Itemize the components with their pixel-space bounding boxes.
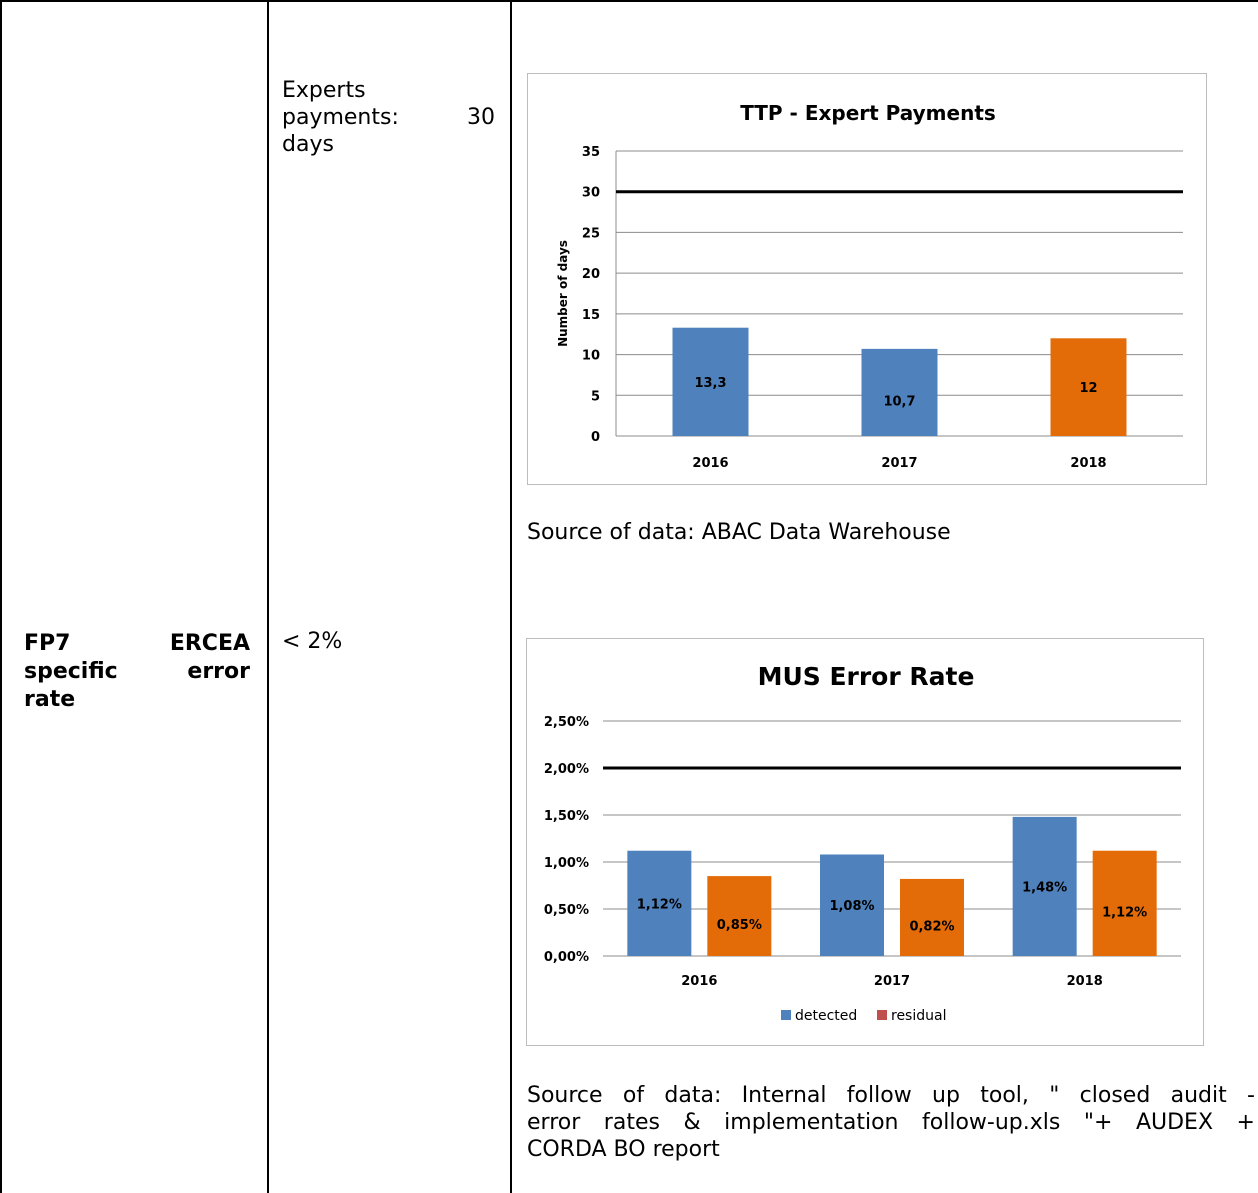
- ttp-bar: [672, 327, 749, 436]
- mus-bar-residual: [900, 878, 964, 956]
- ttp-bar: [1050, 338, 1127, 436]
- mus-bar-detected: [627, 850, 692, 956]
- ttp-y-tick-label: 10: [582, 349, 600, 364]
- mus-x-tick-label: 2017: [874, 974, 910, 989]
- ttp-x-tick-label: 2018: [1070, 456, 1106, 471]
- mus-data-label: 1,08%: [829, 899, 874, 914]
- mus-chart-title: MUS Error Rate: [758, 662, 975, 691]
- target-line-2: payments:: [282, 105, 399, 130]
- ttp-y-tick-label: 20: [582, 267, 600, 282]
- mus-data-label: 1,12%: [1102, 905, 1147, 920]
- ttp-y-tick-label: 30: [582, 186, 600, 201]
- mus-data-label: 0,85%: [717, 918, 762, 933]
- ttp-y-tick-label: 0: [591, 430, 600, 445]
- mus-legend-label-detected: detected: [795, 1008, 857, 1024]
- mus-source-line-2: error rates & implementation follow-up.x…: [527, 1110, 1255, 1135]
- ttp-source: Source of data: ABAC Data Warehouse: [527, 520, 951, 545]
- target-line-3: 30: [467, 105, 495, 130]
- target-expert-payments: Experts payments: 30 days: [282, 77, 495, 158]
- ttp-data-label: 12: [1079, 381, 1097, 396]
- ttp-y-tick-label: 5: [591, 389, 600, 404]
- mus-y-tick-label: 1,00%: [544, 856, 589, 871]
- mus-x-tick-label: 2018: [1067, 974, 1103, 989]
- table-col1-divider: [267, 0, 269, 1193]
- label-word-3: specific: [24, 659, 118, 684]
- mus-chart: MUS Error Rate 0,00% 0,50% 1,00% 1,50% 2,00% 2…: [526, 638, 1204, 1046]
- mus-y-tick-label: 1,50%: [544, 809, 589, 824]
- target-line-1: Experts: [282, 78, 366, 103]
- indicator-label: FP7 ERCEA specific error rate: [24, 630, 250, 714]
- ttp-x-tick-label: 2016: [692, 456, 728, 471]
- ttp-data-label: 10,7: [883, 394, 915, 409]
- mus-source-line-3: CORDA BO report: [527, 1137, 720, 1162]
- mus-source: Source of data: Internal follow up tool,…: [527, 1082, 1255, 1163]
- table-left-border: [0, 0, 2, 1193]
- target-error-rate: < 2%: [282, 629, 343, 654]
- label-word-5: rate: [24, 687, 76, 712]
- mus-data-label: 0,82%: [909, 919, 954, 934]
- mus-bar-residual: [707, 876, 772, 956]
- ttp-y-tick-label: 25: [582, 226, 600, 241]
- mus-y-tick-label: 0,00%: [544, 950, 589, 965]
- label-word-4: error: [187, 659, 250, 684]
- ttp-chart-title: TTP - Expert Payments: [740, 101, 996, 125]
- mus-bar-detected: [820, 854, 884, 956]
- ttp-x-tick-label: 2017: [881, 456, 917, 471]
- mus-legend-label-residual: residual: [891, 1008, 946, 1024]
- label-word-1: FP7: [24, 631, 71, 656]
- ttp-chart-svg: TTP - Expert Payments 0 5 10 15 20 25 30 35 Numbe…: [556, 101, 1183, 471]
- ttp-chart: TTP - Expert Payments 0 5 10 15 20 25 30 35 Numbe…: [527, 73, 1207, 485]
- target-line-4: days: [282, 132, 334, 157]
- mus-legend-swatch-residual: [877, 1010, 887, 1020]
- label-word-2: ERCEA: [169, 631, 250, 656]
- ttp-y-axis-label: Number of days: [556, 240, 570, 347]
- table-col2-divider: [510, 0, 512, 1193]
- mus-y-tick-label: 2,50%: [544, 715, 589, 730]
- mus-chart-svg: MUS Error Rate 0,00% 0,50% 1,00% 1,50% 2,00% 2…: [544, 662, 1181, 1024]
- table-top-border: [0, 0, 1258, 2]
- mus-bar-residual: [1092, 850, 1157, 956]
- mus-bar-detected: [1012, 816, 1077, 956]
- ttp-bar: [861, 348, 938, 436]
- mus-legend-swatch-detected: [781, 1010, 791, 1020]
- mus-data-label: 1,12%: [637, 897, 682, 912]
- mus-source-line-1: Source of data: Internal follow up tool,…: [527, 1083, 1255, 1108]
- mus-x-tick-label: 2016: [681, 974, 717, 989]
- ttp-data-label: 13,3: [694, 376, 726, 391]
- ttp-y-tick-label: 15: [582, 308, 600, 323]
- mus-data-label: 1,48%: [1022, 880, 1067, 895]
- mus-y-tick-label: 0,50%: [544, 903, 589, 918]
- ttp-y-tick-label: 35: [582, 145, 600, 160]
- mus-y-tick-label: 2,00%: [544, 762, 589, 777]
